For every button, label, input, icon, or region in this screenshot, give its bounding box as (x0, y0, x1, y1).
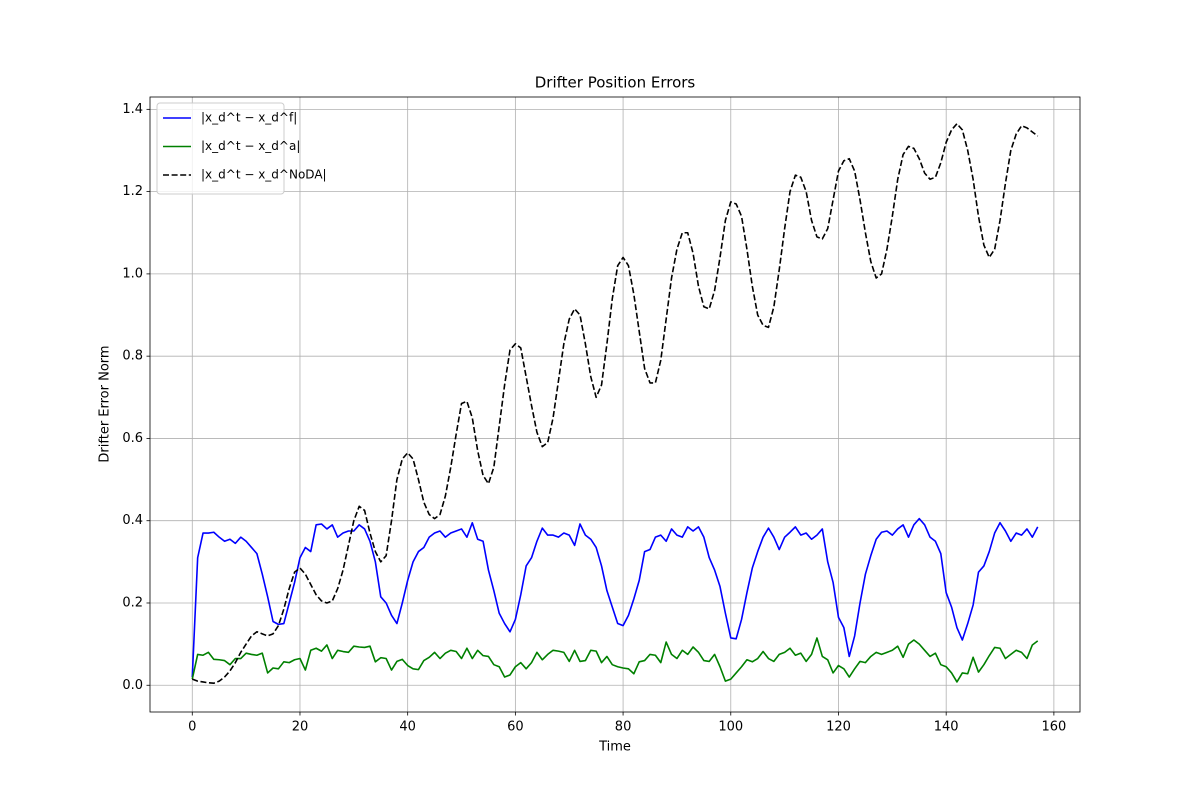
y-tick-label: 0.8 (122, 349, 143, 364)
x-tick-label: 40 (399, 720, 416, 735)
data-line (191, 517, 1039, 678)
x-tick-label: 140 (934, 720, 959, 735)
x-tick-label: 60 (507, 720, 524, 735)
x-tick-label: 100 (718, 720, 743, 735)
y-tick-label: 1.0 (122, 266, 143, 281)
x-tick-label: 80 (615, 720, 632, 735)
y-axis-label: Drifter Error Norm (98, 345, 113, 462)
x-tick-label: 20 (292, 720, 309, 735)
y-tick-label: 1.2 (122, 184, 143, 199)
plot-frame (149, 96, 1081, 713)
x-axis-label: Time (598, 740, 631, 755)
chart-title: Drifter Position Errors (535, 74, 696, 92)
y-tick-label: 0.4 (122, 513, 143, 528)
y-tick-label: 1.4 (122, 102, 143, 117)
legend-label: |x_d^t − x_d^f| (201, 111, 297, 125)
x-tick-label: 160 (1041, 720, 1066, 735)
y-tick-label: 0.6 (122, 431, 143, 446)
data-line (191, 122, 1039, 684)
y-tick-label: 0.2 (122, 595, 143, 610)
legend-label: |x_d^t − x_d^a| (201, 139, 300, 153)
legend-label: |x_d^t − x_d^NoDA| (201, 168, 327, 182)
legend-box (156, 102, 285, 195)
x-tick-label: 0 (188, 720, 196, 735)
data-line (191, 637, 1039, 683)
y-tick-label: 0.0 (122, 678, 143, 693)
x-tick-label: 120 (826, 720, 851, 735)
